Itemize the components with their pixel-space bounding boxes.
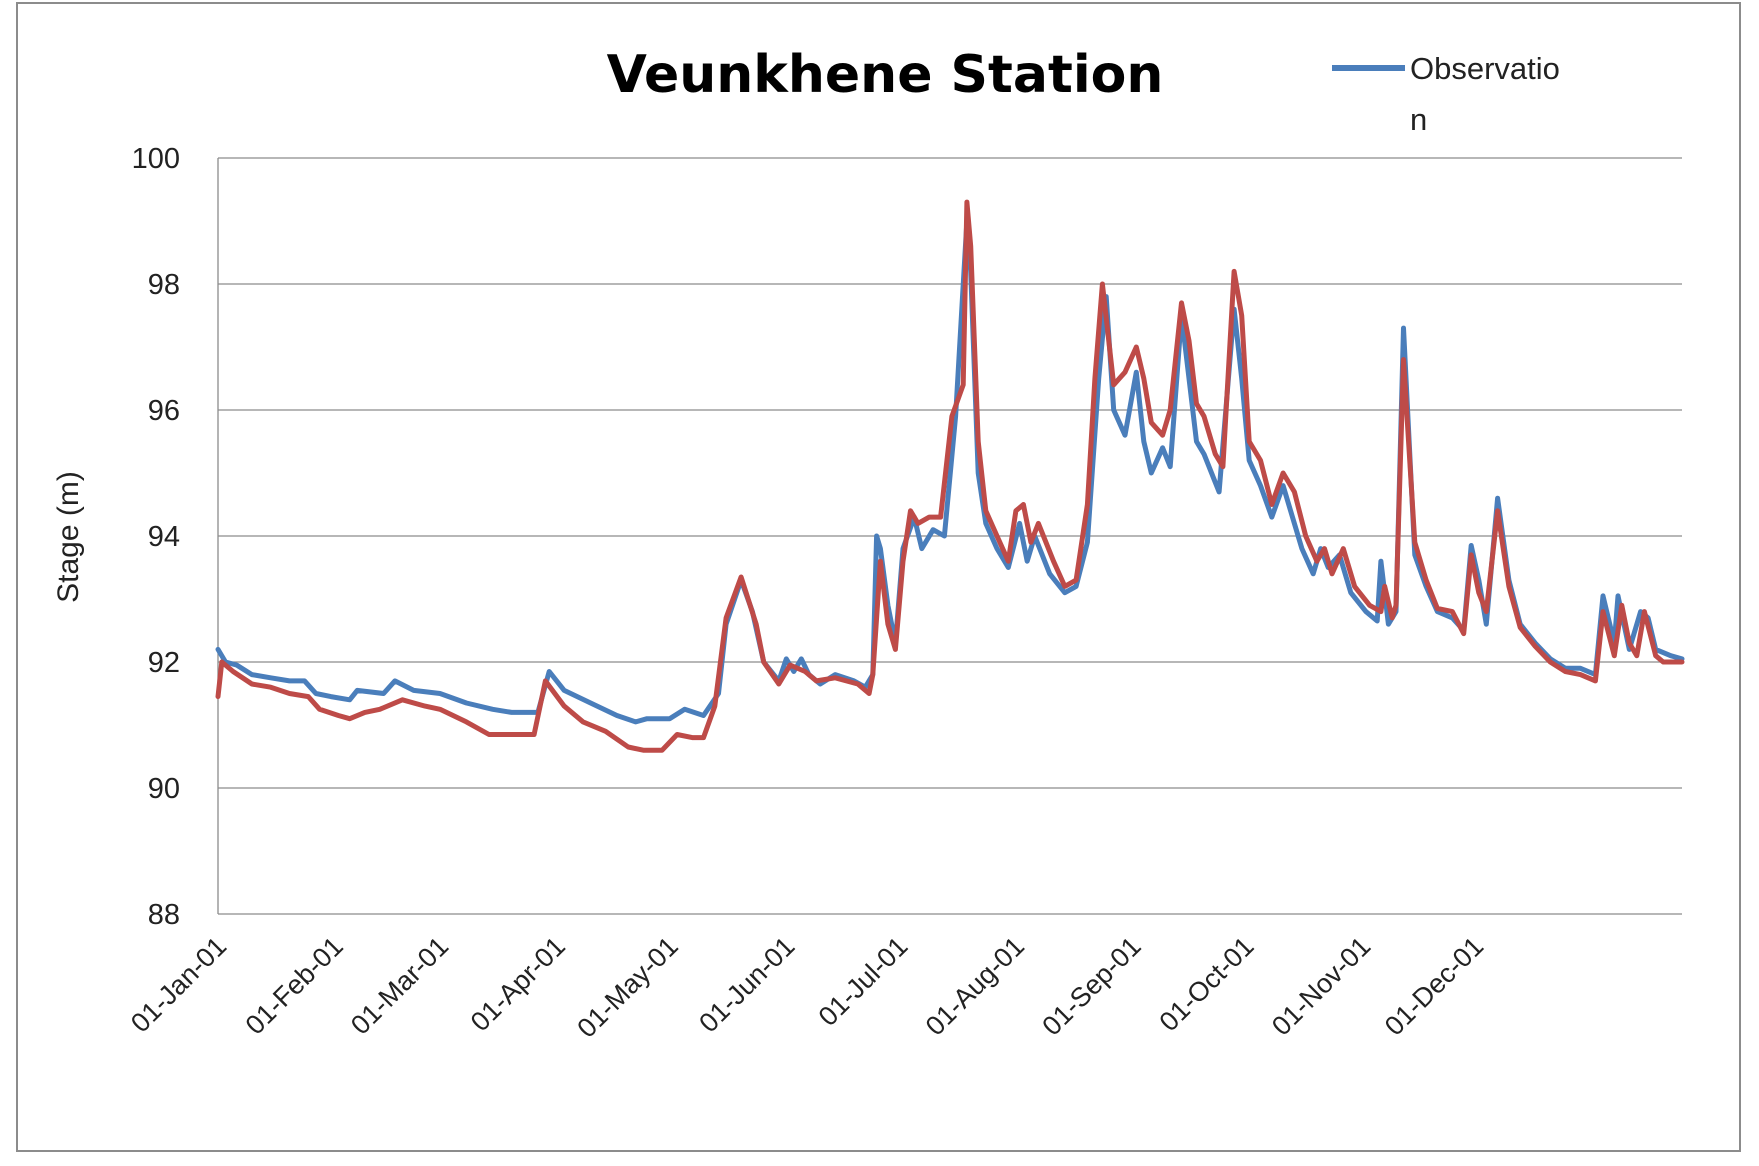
x-tick-label: 01-Aug-01 — [920, 931, 1030, 1041]
y-tick-label: 96 — [148, 395, 180, 427]
x-tick-label: 01-Apr-01 — [465, 931, 571, 1037]
x-tick-label: 01-Nov-01 — [1266, 931, 1376, 1041]
series-line-1 — [215, 218, 1685, 725]
y-tick-label: 92 — [148, 647, 180, 679]
chart-title: Veunkhene Station — [607, 45, 1164, 105]
x-tick-label: 01-Feb-01 — [240, 931, 349, 1040]
y-tick-label: 88 — [148, 899, 180, 931]
x-tick-label: 01-Jun-01 — [693, 931, 800, 1038]
y-tick-label: 98 — [148, 269, 180, 301]
y-tick-label: 100 — [132, 143, 180, 175]
x-tick-label: 01-Oct-01 — [1154, 931, 1260, 1037]
series-lines — [215, 199, 1685, 753]
legend: Observatio n — [1332, 51, 1569, 137]
y-tick-label: 90 — [148, 773, 180, 805]
x-tick-label: 01-Jan-01 — [125, 931, 232, 1038]
x-tick-label: 01-Mar-01 — [345, 931, 454, 1040]
legend-label-observation: Observatio n — [1410, 51, 1569, 137]
y-axis-ticks: 88 90 92 94 96 98 100 — [132, 143, 180, 931]
x-tick-label: 01-Dec-01 — [1379, 931, 1489, 1041]
x-tick-label: 01-Jul-01 — [813, 931, 914, 1032]
x-tick-label: 01-Sep-01 — [1036, 931, 1146, 1041]
x-tick-label: 01-May-01 — [571, 931, 683, 1043]
gridlines — [217, 157, 1682, 915]
series-line-2 — [215, 199, 1685, 753]
y-tick-label: 94 — [148, 521, 180, 553]
y-axis-label: Stage (m) — [52, 471, 85, 603]
